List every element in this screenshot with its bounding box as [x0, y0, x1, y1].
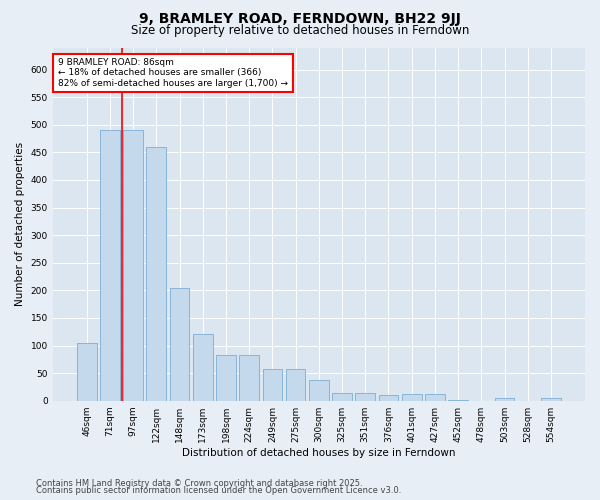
Bar — [263, 370, 282, 400]
Bar — [123, 130, 143, 400]
Y-axis label: Number of detached properties: Number of detached properties — [15, 142, 25, 306]
Bar — [332, 393, 352, 400]
X-axis label: Distribution of detached houses by size in Ferndown: Distribution of detached houses by size … — [182, 448, 455, 458]
Bar — [379, 395, 398, 400]
Text: Contains public sector information licensed under the Open Government Licence v3: Contains public sector information licen… — [36, 486, 401, 495]
Bar — [170, 288, 190, 401]
Bar — [100, 130, 120, 400]
Bar — [216, 356, 236, 401]
Bar — [239, 356, 259, 401]
Bar — [425, 394, 445, 400]
Bar — [286, 370, 305, 400]
Text: Contains HM Land Registry data © Crown copyright and database right 2025.: Contains HM Land Registry data © Crown c… — [36, 478, 362, 488]
Text: 9 BRAMLEY ROAD: 86sqm
← 18% of detached houses are smaller (366)
82% of semi-det: 9 BRAMLEY ROAD: 86sqm ← 18% of detached … — [58, 58, 288, 88]
Bar — [355, 393, 375, 400]
Bar — [77, 343, 97, 400]
Bar — [541, 398, 561, 400]
Text: Size of property relative to detached houses in Ferndown: Size of property relative to detached ho… — [131, 24, 469, 37]
Text: 9, BRAMLEY ROAD, FERNDOWN, BH22 9JJ: 9, BRAMLEY ROAD, FERNDOWN, BH22 9JJ — [139, 12, 461, 26]
Bar — [193, 334, 212, 400]
Bar — [146, 147, 166, 401]
Bar — [494, 398, 514, 400]
Bar — [309, 380, 329, 400]
Bar — [402, 394, 422, 400]
